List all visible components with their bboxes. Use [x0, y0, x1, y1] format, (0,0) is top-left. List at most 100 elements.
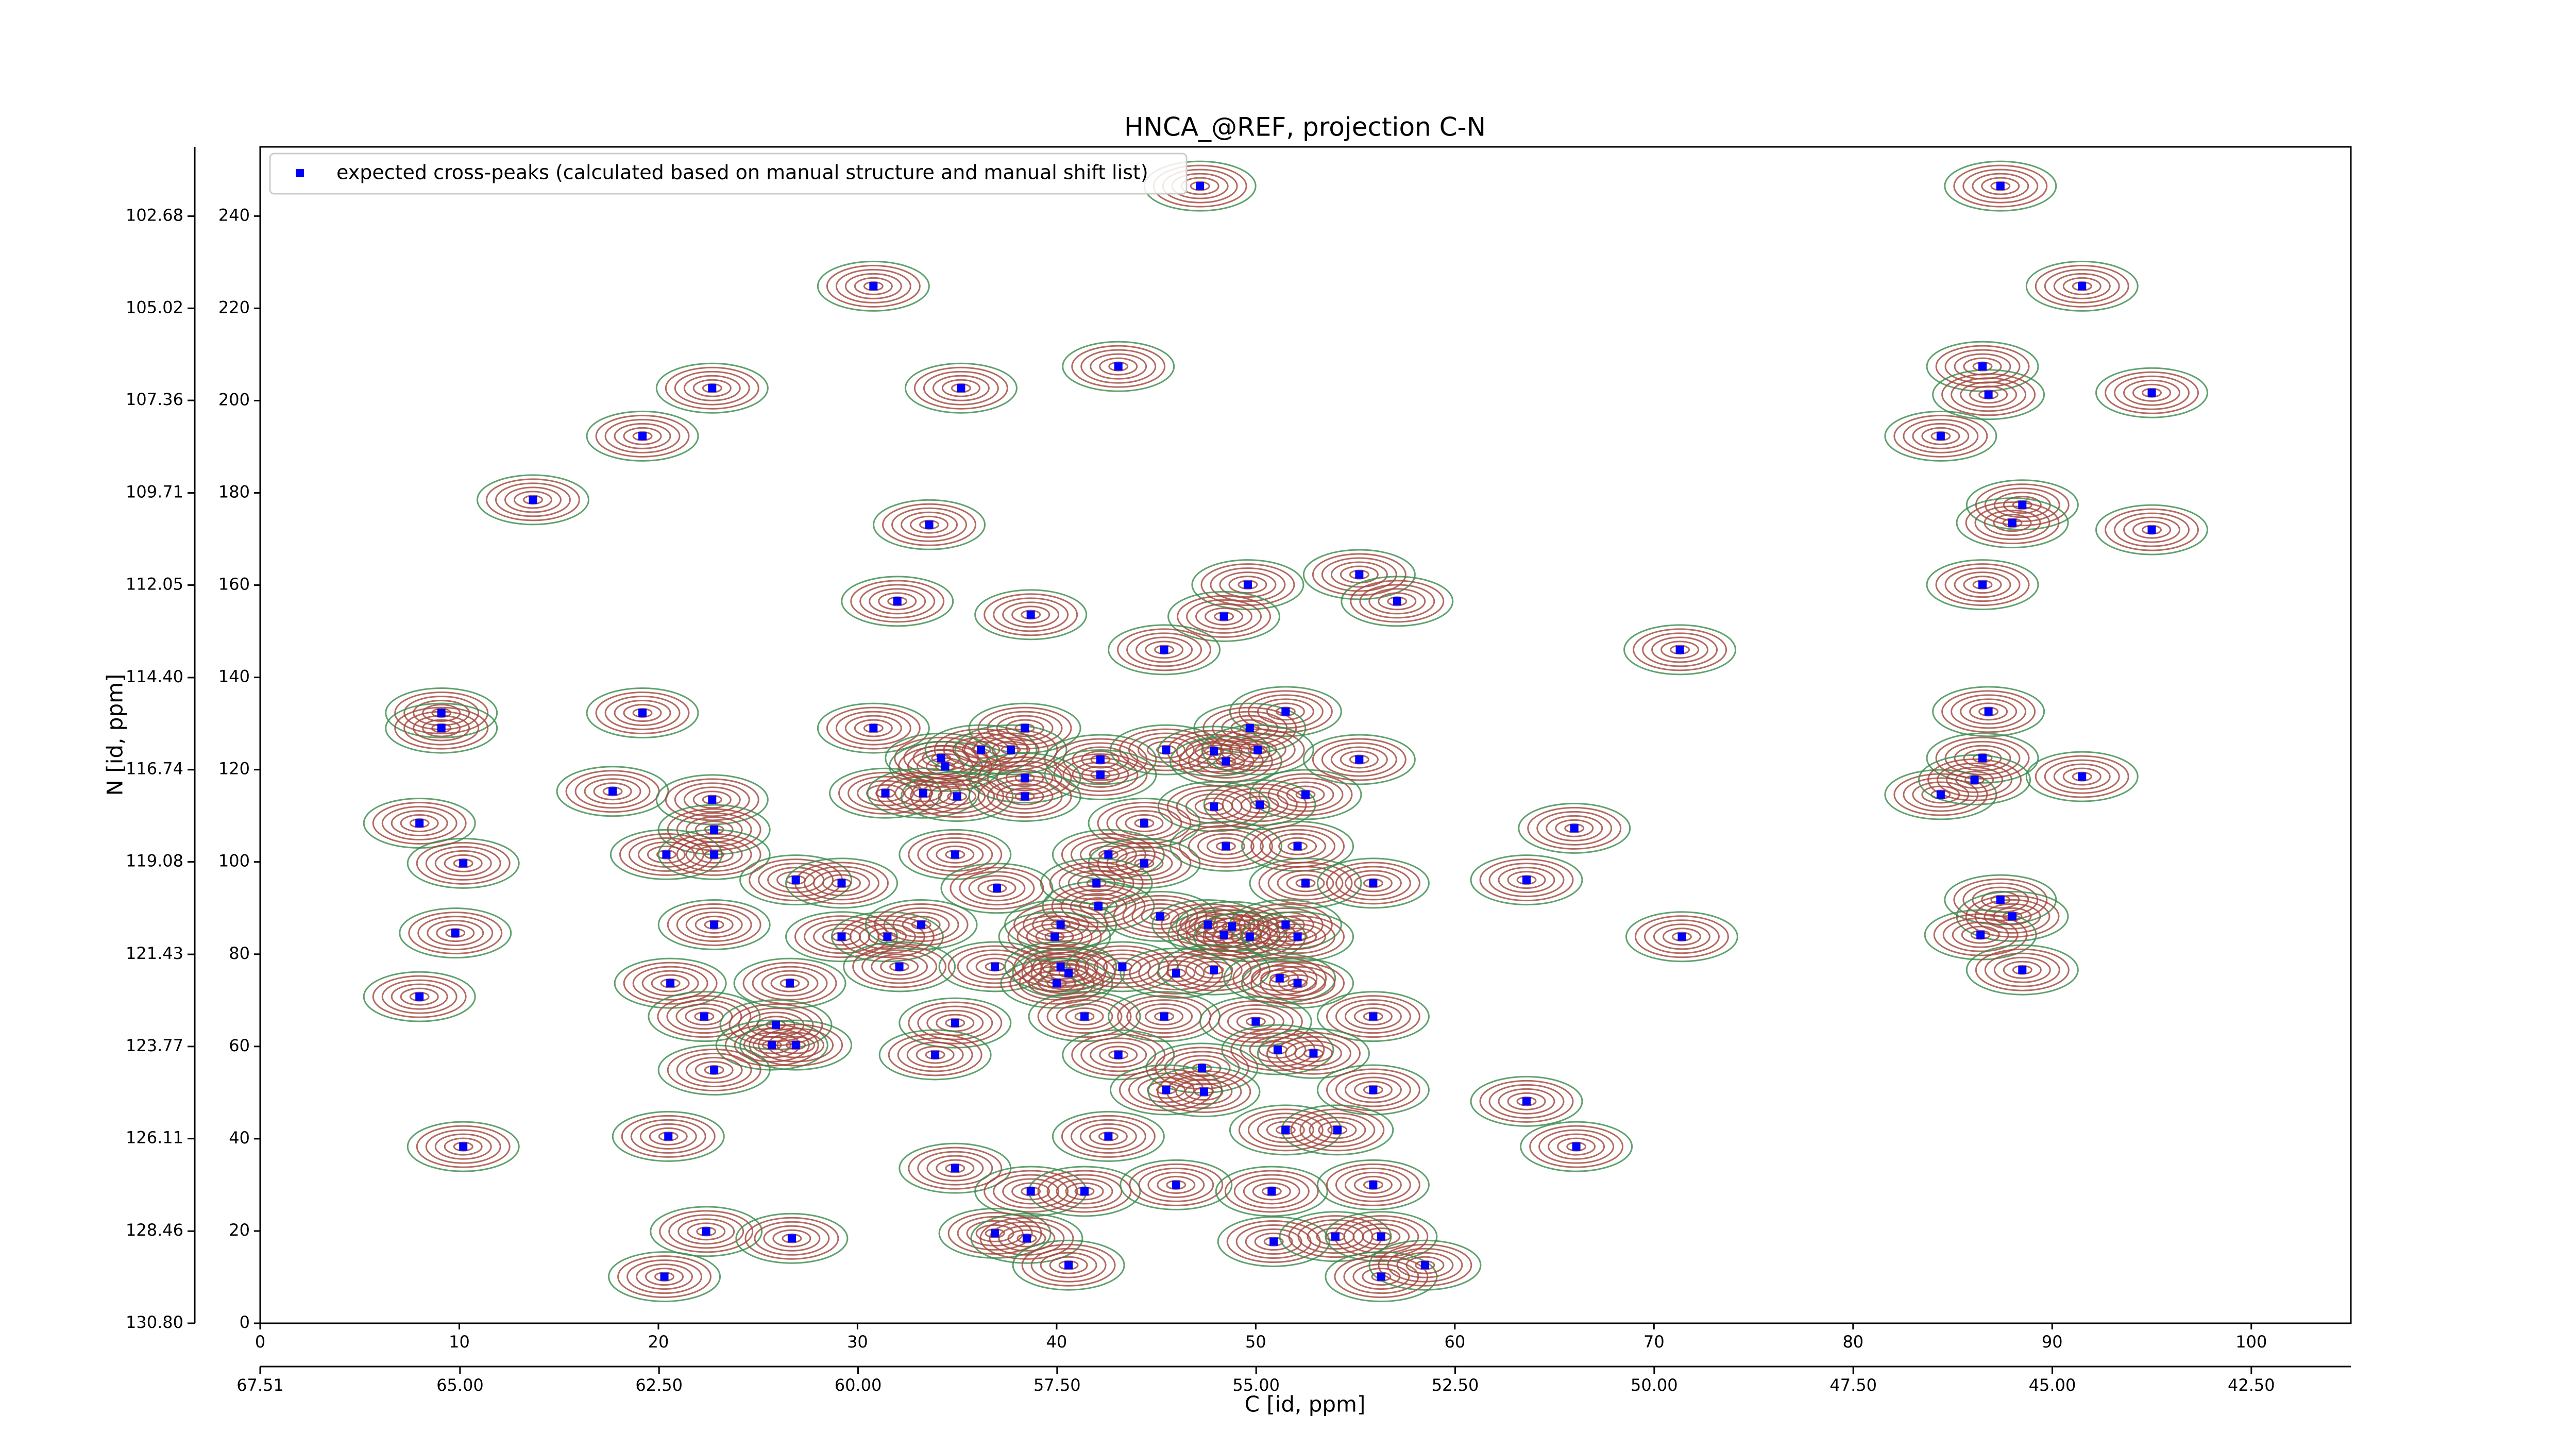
point — [2008, 912, 2016, 921]
contour — [1651, 636, 1709, 663]
contour — [1236, 1012, 1275, 1031]
contour — [648, 991, 761, 1042]
point — [1293, 842, 1302, 851]
point — [1162, 1085, 1171, 1094]
point — [415, 819, 424, 828]
contour — [1227, 1008, 1284, 1035]
contour — [1903, 418, 1979, 453]
y2-tick-label: 116.74 — [126, 759, 183, 779]
contour — [1137, 736, 1195, 763]
contour — [1117, 628, 1212, 671]
contour — [1217, 1216, 1330, 1268]
contour — [1217, 1004, 1294, 1039]
point — [1281, 1125, 1290, 1134]
contour — [694, 915, 734, 934]
contour — [1058, 866, 1134, 901]
contour — [1230, 1028, 1325, 1071]
contour — [425, 846, 501, 881]
point — [1377, 1232, 1385, 1241]
contour — [676, 907, 752, 942]
x-tick-label: 0 — [255, 1332, 265, 1352]
contour — [1178, 824, 1273, 868]
contour — [891, 507, 968, 542]
contour — [977, 706, 1072, 750]
contour — [776, 1036, 816, 1054]
point — [837, 932, 846, 941]
contour — [1993, 514, 2032, 532]
point — [925, 520, 934, 529]
contour — [1316, 1159, 1430, 1210]
contour — [1201, 724, 1314, 776]
contour — [1960, 381, 2018, 408]
contour — [485, 478, 580, 521]
contour — [1021, 1243, 1116, 1287]
contour — [1662, 928, 1701, 946]
contour — [608, 1251, 721, 1303]
contour — [906, 1041, 964, 1068]
contour — [444, 854, 483, 872]
contour — [630, 1119, 706, 1154]
contour — [996, 715, 1054, 742]
contour — [1221, 715, 1279, 742]
point — [1094, 902, 1103, 911]
contour — [1247, 1113, 1324, 1148]
point — [1369, 879, 1378, 887]
contour — [1257, 1117, 1314, 1143]
contour — [1269, 923, 1327, 950]
point — [1021, 773, 1029, 782]
contour — [1538, 1129, 1615, 1164]
y-tick-label: 0 — [240, 1312, 250, 1332]
x-tick-label: 100 — [2235, 1332, 2267, 1352]
contour — [2053, 763, 2111, 790]
contour — [1012, 947, 1125, 999]
contour — [685, 911, 743, 938]
point — [1056, 962, 1065, 971]
contour — [683, 786, 741, 813]
contour — [975, 957, 1014, 976]
contour — [667, 1048, 761, 1091]
contour — [1350, 580, 1445, 623]
contour — [1941, 690, 2036, 733]
y2-tick-label: 107.36 — [126, 390, 183, 409]
point — [919, 789, 927, 798]
point — [1984, 390, 1993, 399]
contour — [1266, 1032, 1361, 1075]
contour — [614, 957, 727, 1009]
contour — [363, 971, 476, 1022]
contour — [1176, 789, 1252, 824]
contour — [2053, 273, 2111, 299]
contour — [1623, 624, 1737, 676]
contour — [1141, 907, 1180, 925]
contour — [513, 491, 552, 509]
contour — [996, 765, 1054, 791]
contour — [758, 1027, 834, 1063]
y2-tick-label: 130.80 — [126, 1312, 183, 1332]
contour — [1157, 726, 1270, 777]
contour — [1954, 571, 2011, 598]
contour — [422, 719, 461, 737]
contour — [979, 1217, 1074, 1260]
contour — [1368, 1239, 1482, 1291]
contour — [841, 576, 954, 627]
contour — [1912, 781, 1970, 808]
contour — [1203, 779, 1316, 831]
contour — [1294, 1044, 1333, 1063]
contour — [639, 1123, 697, 1150]
point — [1104, 1132, 1113, 1141]
point — [1256, 800, 1264, 809]
contour — [1353, 1007, 1393, 1026]
contour — [1241, 911, 1354, 963]
contour — [1498, 1088, 1555, 1115]
contour — [1266, 702, 1305, 721]
point — [1245, 724, 1254, 733]
point — [1104, 850, 1113, 859]
contour — [609, 829, 723, 880]
point — [638, 709, 647, 717]
point — [951, 1019, 959, 1027]
point — [1275, 974, 1284, 983]
contour — [817, 702, 930, 754]
contour — [974, 589, 1088, 641]
point — [1114, 362, 1123, 371]
point — [1080, 1012, 1089, 1021]
contour — [1194, 797, 1233, 816]
